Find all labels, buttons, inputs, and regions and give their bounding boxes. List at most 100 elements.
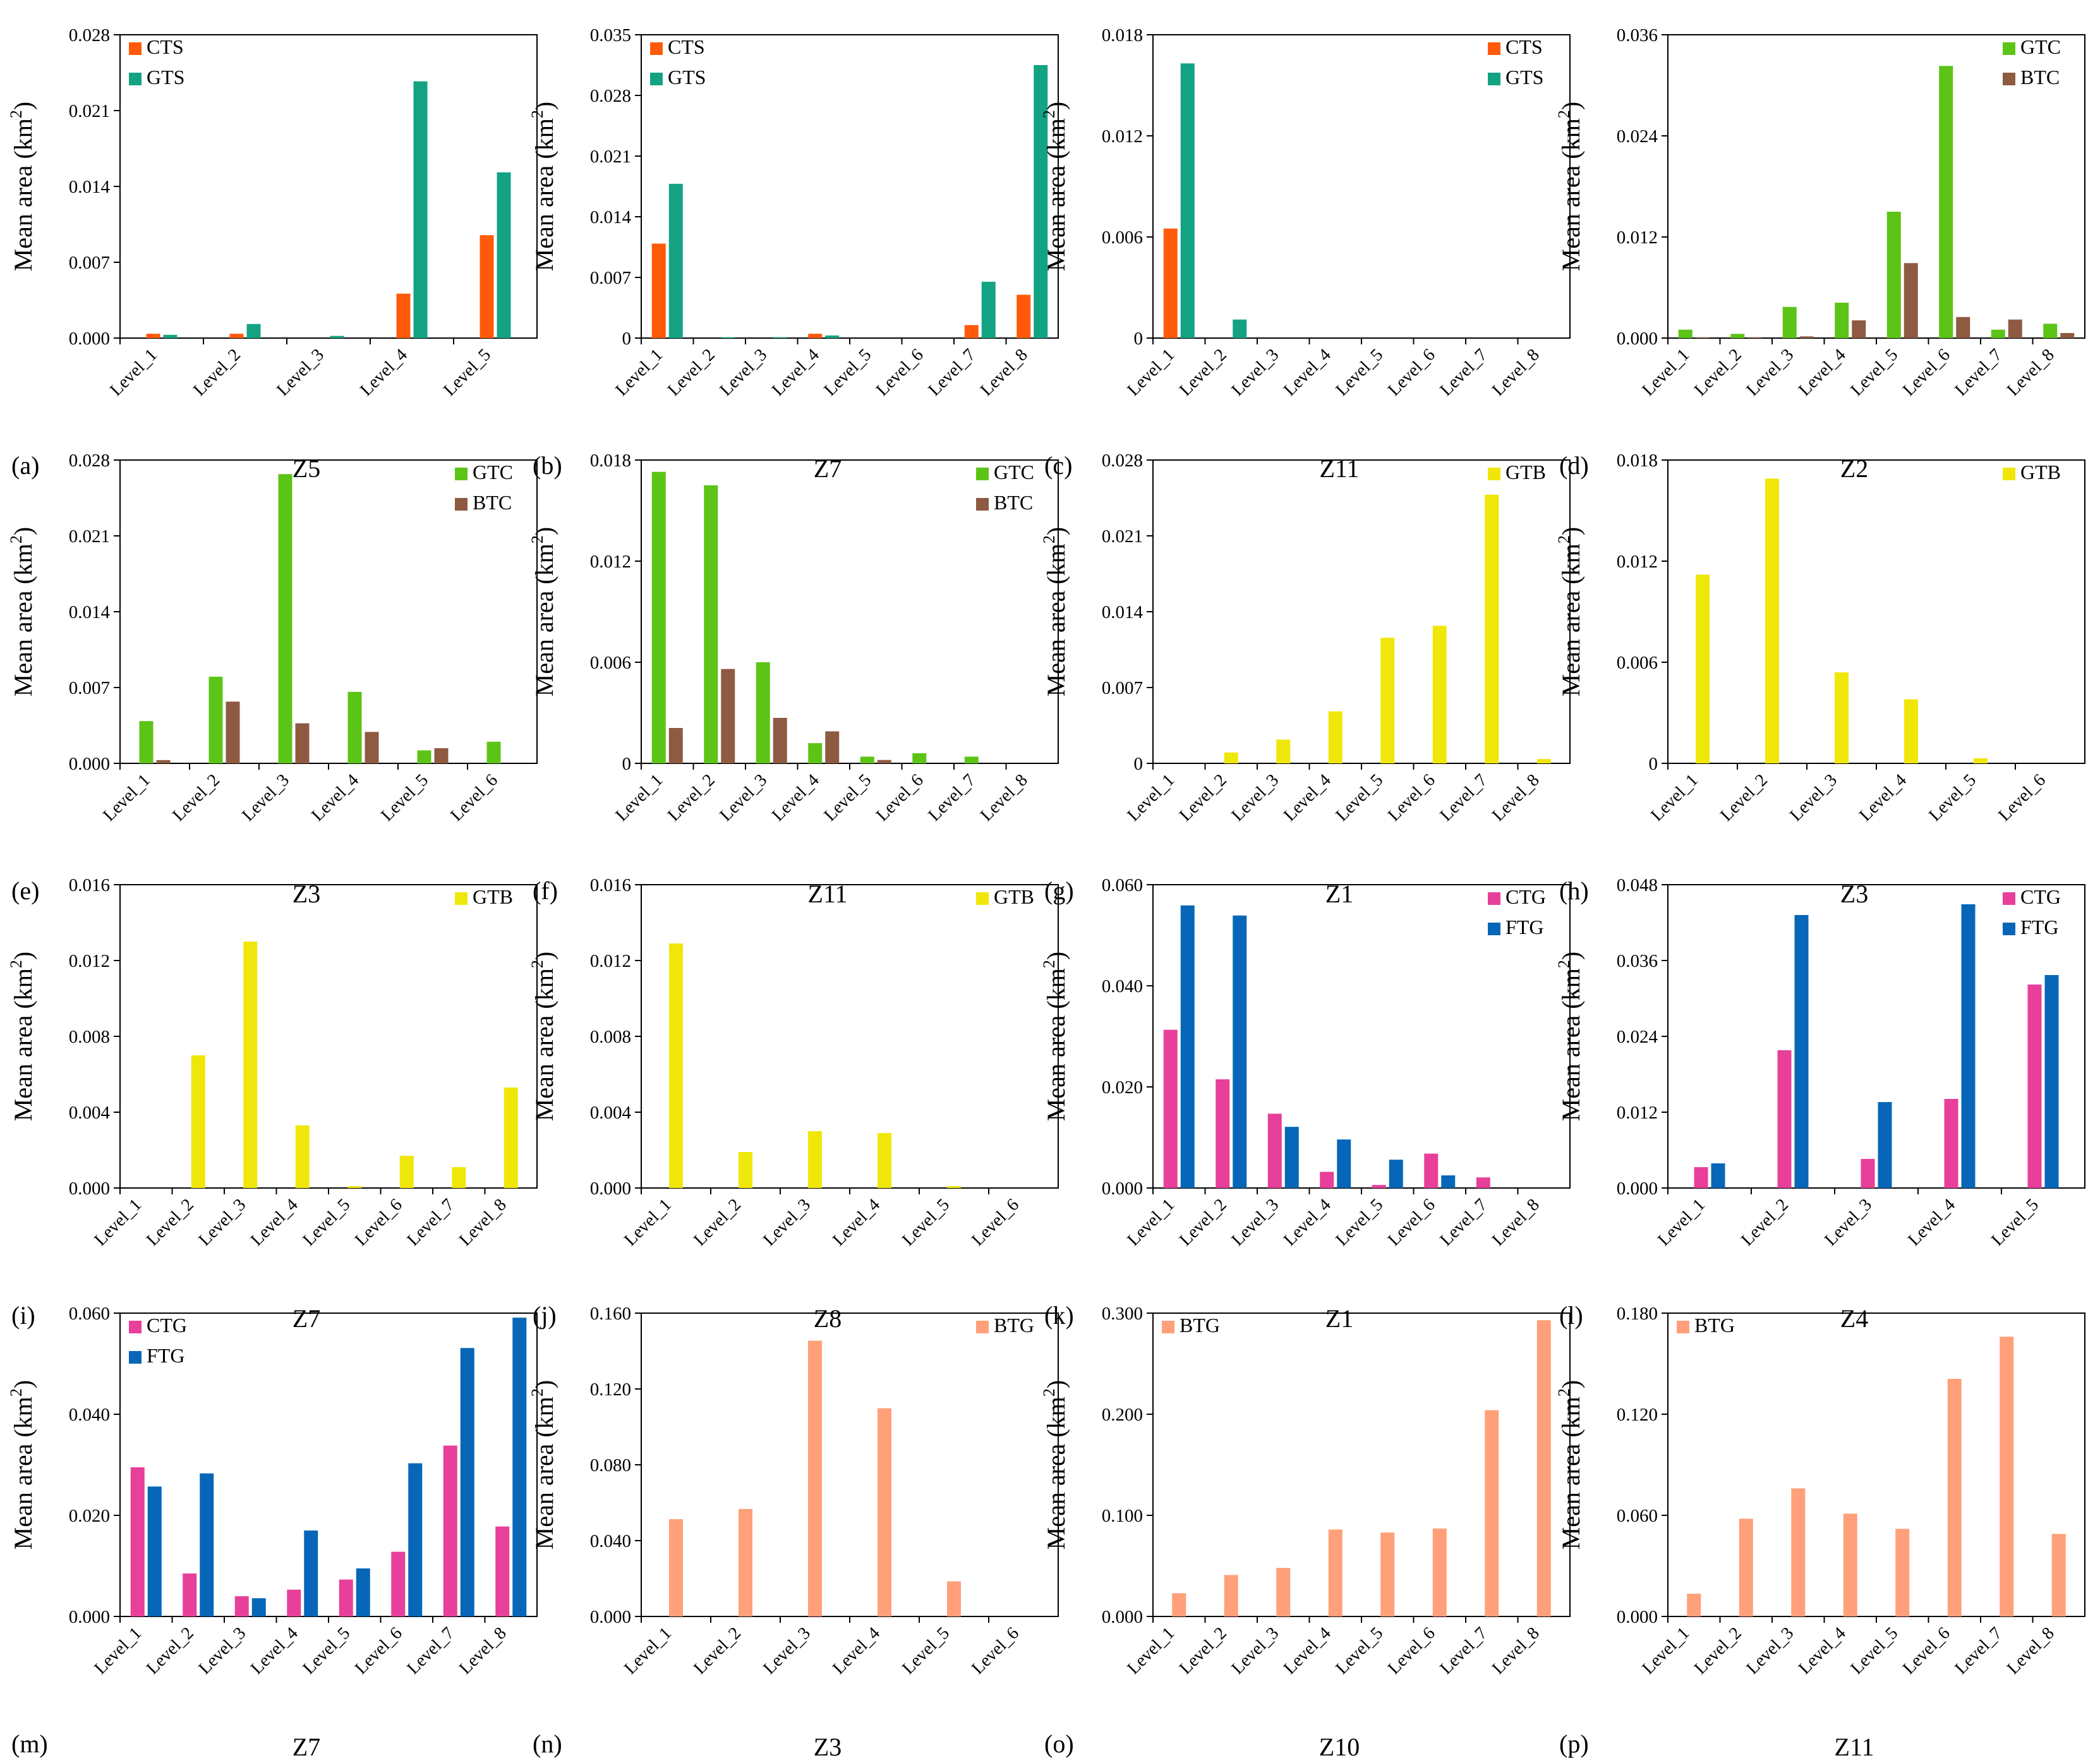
x-tick-label: Level_4 <box>1795 345 1850 400</box>
bar-ftg-level-1 <box>147 1486 162 1616</box>
y-tick-label: 0.040 <box>1102 976 1143 997</box>
plot-frame <box>1152 459 1571 764</box>
bar-gts-level-3 <box>330 336 344 338</box>
y-tick-label: 0.004 <box>590 1103 632 1123</box>
x-tick-label: Level_6 <box>872 770 927 825</box>
y-tick-label: 0.007 <box>69 678 110 698</box>
bar-ctg-level-7 <box>1476 1177 1490 1188</box>
x-tick-label: Level_8 <box>2003 345 2058 400</box>
bar-gtb-level-5 <box>1974 758 1988 763</box>
x-tick-label: Level_8 <box>2003 1623 2058 1678</box>
bar-btg-level-3 <box>1276 1568 1291 1616</box>
panel-label: (o) <box>1044 1730 1074 1758</box>
bar-gtb-level-3 <box>808 1131 822 1188</box>
y-tick-label: 0.040 <box>69 1405 110 1425</box>
x-tick-label: Level_3 <box>1228 345 1282 400</box>
x-tick-label: Level_6 <box>968 1623 1023 1678</box>
bar-btg-level-5 <box>947 1581 961 1616</box>
x-tick-label: Level_4 <box>829 1623 884 1678</box>
x-tick-label: Level_8 <box>1488 1195 1543 1250</box>
zone-title: Z11 <box>1320 454 1360 483</box>
bar-gtc-level-8 <box>2043 324 2058 338</box>
x-tick-label: Level_7 <box>403 1195 458 1250</box>
panel-label: (l) <box>1559 1301 1583 1330</box>
bar-ctg-level-1 <box>130 1467 145 1616</box>
bar-gtc-level-2 <box>1730 334 1745 338</box>
bar-btc-level-4 <box>1852 320 1866 338</box>
bar-ftg-level-1 <box>1711 1163 1725 1188</box>
bar-ftg-level-4 <box>304 1531 318 1616</box>
bar-gtb-level-6 <box>399 1156 414 1188</box>
x-tick-label: Level_6 <box>968 1195 1023 1250</box>
x-tick-label: Level_5 <box>1925 770 1980 825</box>
y-tick-label: 0.018 <box>1617 451 1658 471</box>
legend-swatch <box>129 1351 142 1364</box>
bar-ftg-level-2 <box>1794 915 1809 1188</box>
bar-gtc-level-7 <box>1991 329 2005 338</box>
x-tick-label: Level_2 <box>690 1623 745 1678</box>
bar-btc-level-1 <box>1695 337 1710 338</box>
bar-ctg-level-4 <box>1944 1099 1958 1188</box>
zone-title: Z3 <box>1840 880 1868 908</box>
bar-ctg-level-5 <box>1372 1185 1386 1188</box>
y-tick-label: 0.014 <box>590 207 632 227</box>
x-tick-label: Level_4 <box>1795 1623 1850 1678</box>
y-tick-label: 0.006 <box>1617 653 1658 673</box>
legend-swatch <box>455 892 468 905</box>
zone-title: Z11 <box>808 880 848 908</box>
chart-panel-5: 0.000 0.007 0.014 0.021 0.028 Mean area (km2)… <box>7 451 538 908</box>
panel-label: (d) <box>1559 451 1589 480</box>
bar-ctg-level-6 <box>391 1551 406 1616</box>
bar-cts-level-8 <box>1017 294 1031 338</box>
bar-gtc-level-2 <box>704 485 718 763</box>
x-tick-label: Level_3 <box>716 345 771 400</box>
y-tick-label: 0.000 <box>69 1179 110 1199</box>
x-tick-label: Level_2 <box>169 770 224 825</box>
bar-btg-level-2 <box>1739 1519 1753 1616</box>
legend-swatch <box>455 498 468 511</box>
y-tick-label: 0 <box>1134 329 1144 349</box>
legend-swatch <box>129 42 142 55</box>
legend-swatch <box>2003 468 2015 480</box>
bar-ctg-level-3 <box>234 1596 249 1616</box>
x-tick-label: Level_1 <box>1638 1623 1693 1678</box>
bar-btc-level-2 <box>721 669 735 763</box>
bar-btg-level-2 <box>739 1508 752 1616</box>
x-tick-label: Level_3 <box>716 770 771 825</box>
legend-label: FTG <box>2020 916 2058 938</box>
x-tick-label: Level_4 <box>308 770 363 825</box>
chart-panel-1: 0.000 0.007 0.014 0.021 0.028 Mean area (km2)… <box>7 25 538 483</box>
bar-gtc-level-4 <box>347 691 362 763</box>
bar-ctg-level-4 <box>1320 1172 1334 1188</box>
bar-gtb-level-5 <box>1380 638 1395 763</box>
x-tick-label: Level_2 <box>664 770 719 825</box>
x-tick-label: Level_5 <box>299 1195 354 1250</box>
bar-gtb-level-2 <box>739 1152 752 1188</box>
x-tick-label: Level_4 <box>1280 770 1335 825</box>
legend-swatch <box>2003 73 2015 85</box>
bar-gtc-level-4 <box>1835 303 1849 338</box>
bar-gtc-level-5 <box>1886 212 1901 338</box>
bar-gtb-level-5 <box>347 1186 362 1188</box>
bar-gtb-level-8 <box>1536 759 1551 763</box>
legend-swatch <box>976 892 989 905</box>
bar-gts-level-4 <box>413 81 428 338</box>
y-tick-label: 0.035 <box>590 25 631 45</box>
bar-ctg-level-5 <box>339 1579 353 1616</box>
panel-label: (k) <box>1044 1301 1074 1330</box>
bar-btg-level-5 <box>1895 1529 1910 1616</box>
bar-gtc-level-3 <box>756 662 770 763</box>
x-tick-label: Level_1 <box>1654 1195 1709 1250</box>
x-tick-label: Level_4 <box>1280 345 1335 400</box>
legend-swatch <box>129 73 142 85</box>
y-tick-label: 0.080 <box>590 1455 631 1476</box>
x-tick-label: Level_2 <box>143 1195 198 1250</box>
bar-gts-level-1 <box>163 334 178 338</box>
plot-frame <box>1667 459 2085 764</box>
legend-label: BTG <box>1694 1314 1735 1337</box>
bar-gts-level-3 <box>773 337 787 338</box>
bar-btc-level-5 <box>877 760 891 763</box>
x-tick-label: Level_2 <box>690 1195 745 1250</box>
bar-btc-level-5 <box>1904 263 1918 338</box>
